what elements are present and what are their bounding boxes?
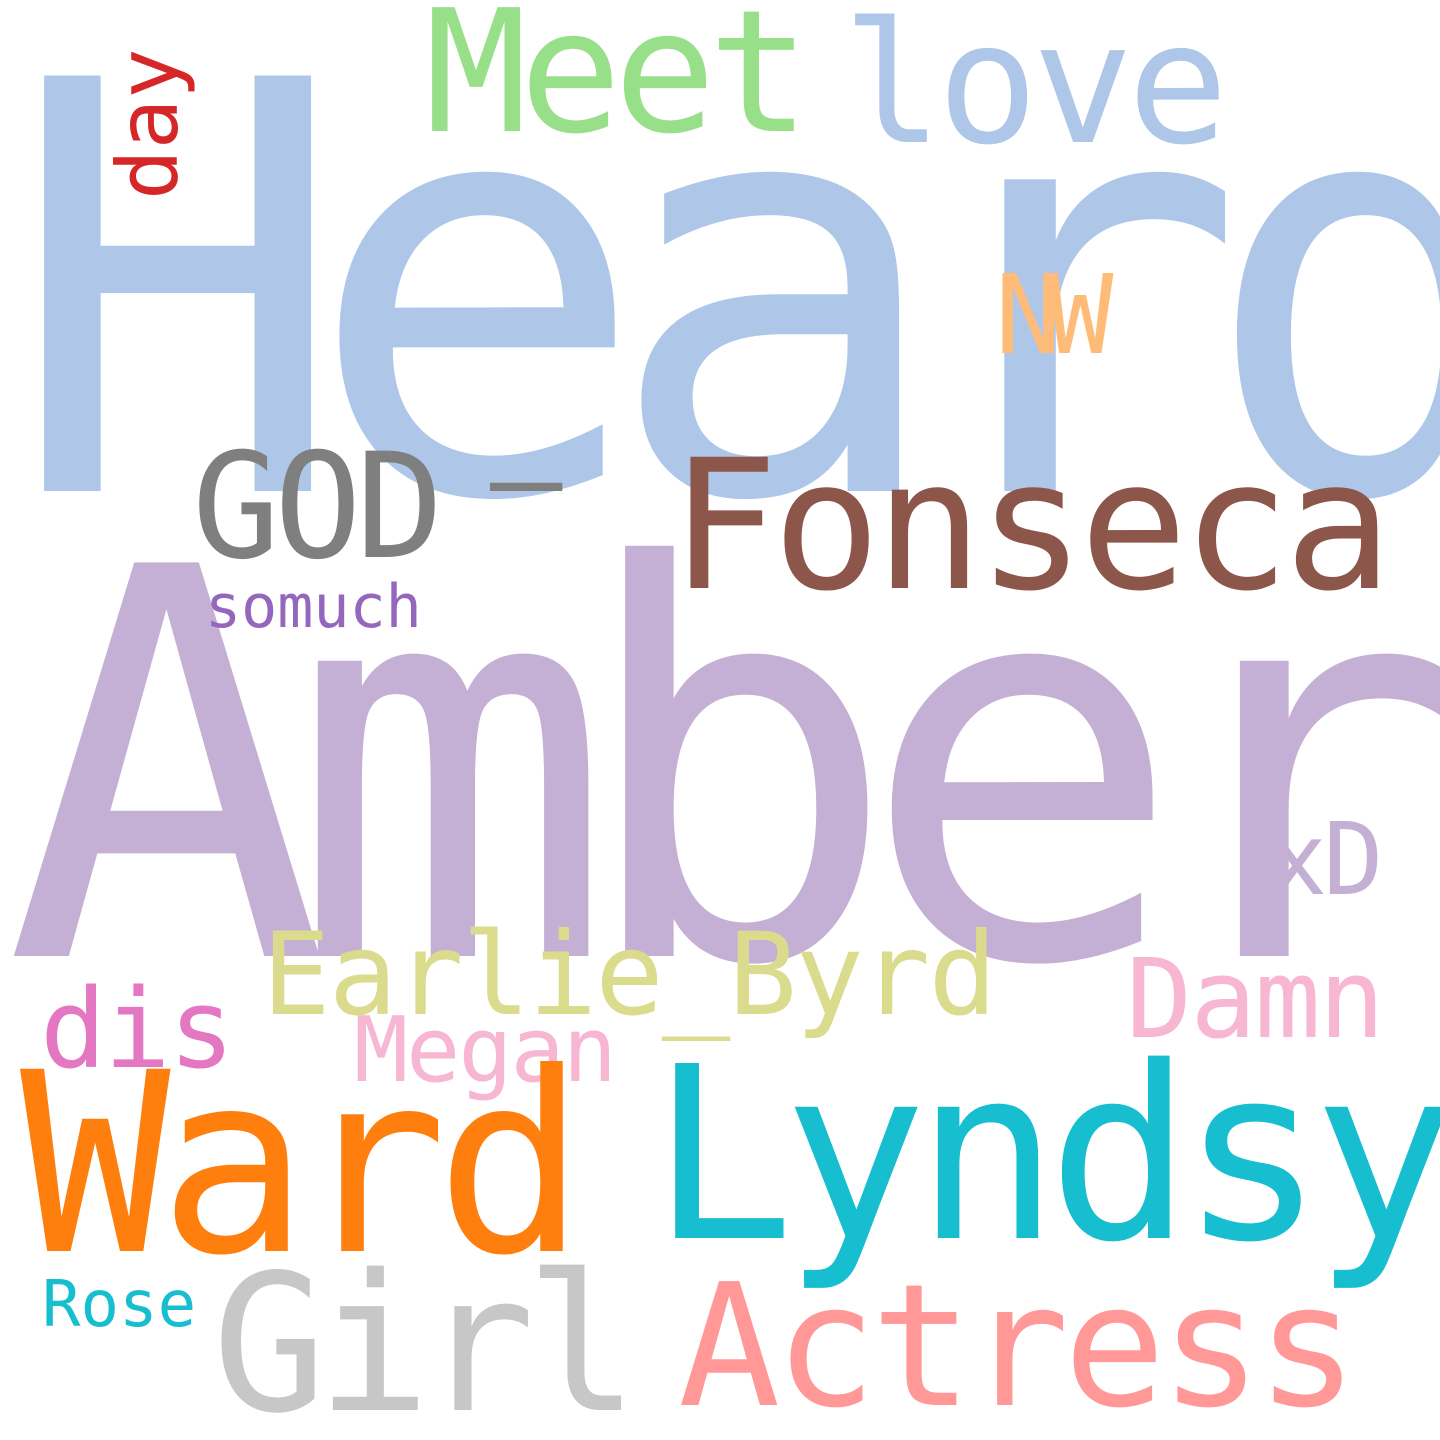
word-god: GOD [192,422,444,592]
word-dash: – [490,410,563,549]
word-lyndsy: Lyndsy [650,1015,1440,1295]
word-rose: Rose [42,1268,197,1342]
word-megan: Megan [354,998,617,1103]
word-nw: NW [995,251,1114,379]
word-fonseca: Fonseca [670,422,1393,631]
word-damn: Damn [1126,935,1385,1063]
word-xd: xD [1267,801,1383,918]
word-actress: Actress [678,1248,1358,1440]
word-somuch: somuch [205,572,422,642]
word-love: love [842,0,1229,182]
word-day: day [99,48,197,200]
word-girl: Girl [212,1234,640,1440]
word-amber: Amber [4,456,1440,1084]
word-earlie-byrd: Earlie_Byrd [262,908,997,1041]
word-dis: dis [40,965,235,1093]
word-heard: Heard [6,0,1440,626]
word-ward: Ward [20,1019,586,1310]
word-meet: Meet [425,0,810,172]
